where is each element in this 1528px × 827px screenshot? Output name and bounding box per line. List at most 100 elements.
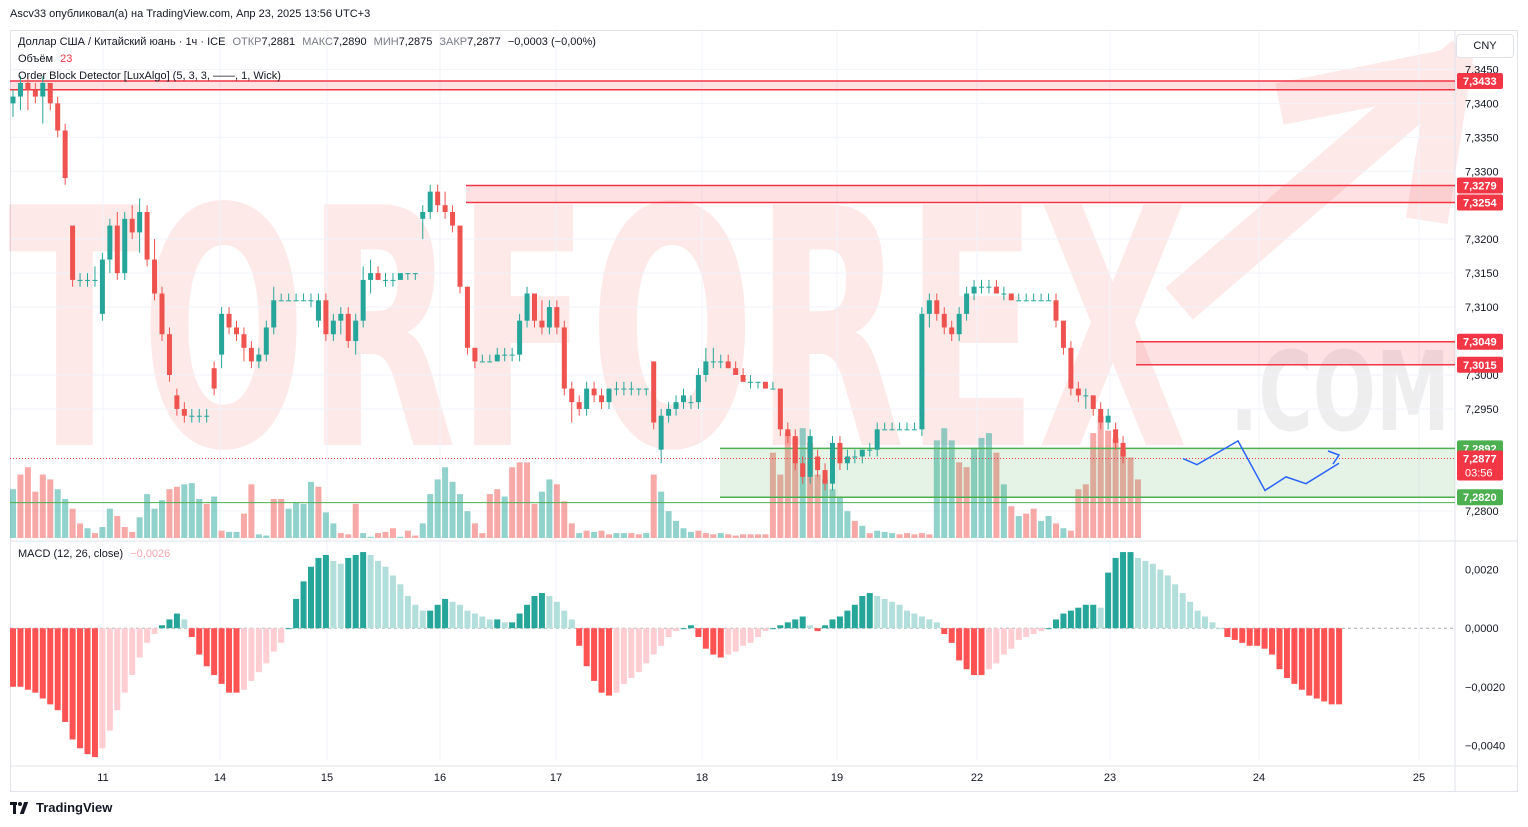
macd-histogram-bar <box>69 628 76 740</box>
candle-body <box>1031 300 1037 302</box>
volume-bar <box>1120 450 1127 538</box>
macd-histogram-bar <box>702 628 709 649</box>
indicator-title[interactable]: Order Block Detector [LuxAlgo] (5, 3, 3,… <box>18 70 281 82</box>
price-tick-label: 7,3350 <box>1465 132 1499 144</box>
macd-histogram-bar <box>203 628 210 667</box>
candle-body <box>1090 395 1096 409</box>
volume-bar <box>389 528 396 538</box>
macd-histogram-bar <box>308 566 314 629</box>
macd-histogram-bar <box>1015 628 1022 640</box>
volume-bar <box>673 520 680 538</box>
macd-histogram-bar <box>881 598 888 629</box>
currency-button[interactable]: CNY <box>1456 34 1514 58</box>
macd-histogram-bar <box>1142 560 1149 629</box>
footer-brand-name: TradingView <box>36 800 113 815</box>
macd-histogram-bar <box>1127 552 1134 629</box>
macd-histogram-bar <box>971 628 978 676</box>
volume-label[interactable]: Объём <box>18 53 54 65</box>
macd-histogram-bar <box>501 622 508 629</box>
high-label: МАКС <box>302 36 333 48</box>
volume-bar <box>1008 506 1015 538</box>
symbol-title[interactable]: Доллар США / Китайский юань · 1ч · ICE <box>18 36 226 48</box>
order-block-zone <box>466 185 1455 203</box>
close-label: ЗАКР <box>439 36 468 48</box>
macd-histogram-bar <box>658 628 665 646</box>
volume-bar <box>1105 430 1112 538</box>
candle-body <box>442 205 448 213</box>
time-tick-label: 14 <box>214 772 226 784</box>
macd-histogram-bar <box>963 628 970 670</box>
candle-body <box>688 402 694 404</box>
candle-body <box>55 103 61 131</box>
macd-histogram-bar <box>233 628 240 693</box>
volume-bar <box>1053 523 1059 538</box>
macd-histogram-bar <box>330 560 337 629</box>
order-block-price-label: 7,3433 <box>1463 76 1497 88</box>
candle-body <box>532 293 537 321</box>
candle-body <box>762 381 768 389</box>
candle-body <box>211 368 217 389</box>
order-block-price-label-bg <box>1457 333 1503 350</box>
indicator-legend: Order Block Detector [LuxAlgo] (5, 3, 3,… <box>18 70 285 82</box>
volume-bar <box>181 484 188 538</box>
macd-histogram-bar <box>166 619 173 629</box>
candle-body <box>315 300 321 321</box>
volume-bar <box>144 494 151 538</box>
macd-histogram-bar <box>1134 557 1141 629</box>
volume-bar <box>516 462 523 538</box>
volume-bar <box>650 474 657 538</box>
candle-body <box>293 300 299 302</box>
macd-histogram-bar <box>248 628 255 681</box>
candle-body <box>621 388 627 390</box>
candle-body <box>979 286 984 288</box>
volume-bar <box>583 530 590 538</box>
macd-histogram-bar <box>121 628 128 693</box>
candle-body <box>941 313 947 328</box>
price-tick-label: 7,3150 <box>1465 268 1499 280</box>
candle-body <box>427 191 433 213</box>
candle-body <box>487 361 493 363</box>
macd-histogram-bar <box>315 557 322 629</box>
volume-bar <box>665 511 672 538</box>
candle-body <box>911 429 917 431</box>
volume-bar <box>1023 513 1030 538</box>
volume-bar <box>54 489 61 538</box>
candle-body <box>375 273 381 280</box>
macd-title[interactable]: MACD (12, 26, close) <box>18 548 124 560</box>
volume-bar <box>166 489 173 538</box>
macd-histogram-bar <box>196 628 203 655</box>
candle-body <box>70 225 76 280</box>
macd-histogram-bar <box>1157 569 1164 629</box>
candle-body <box>666 408 672 416</box>
macd-histogram-bar <box>471 613 478 629</box>
macd-histogram-bar <box>1172 584 1179 629</box>
macd-histogram-bar <box>851 604 858 629</box>
volume-bar <box>695 530 702 538</box>
chart-frame[interactable] <box>10 30 1518 792</box>
volume-bar <box>933 440 940 538</box>
volume-bar <box>330 523 337 538</box>
time-tick-label: 24 <box>1253 772 1265 784</box>
volume-bar <box>106 508 113 538</box>
volume-bar <box>1134 479 1141 538</box>
volume-bar <box>69 508 76 538</box>
volume-bar <box>397 536 404 538</box>
candle-body <box>815 456 821 471</box>
macd-histogram-bar <box>516 613 523 629</box>
volume-bar <box>874 530 881 538</box>
macd-histogram-bar <box>91 628 98 758</box>
price-tick-label: 7,3400 <box>1465 98 1499 110</box>
volume-bar <box>896 534 903 538</box>
candle-body <box>107 225 113 260</box>
macd-histogram-bar <box>389 575 396 629</box>
candle-body <box>435 191 441 206</box>
macd-histogram-bar <box>725 628 732 655</box>
macd-histogram-bar <box>375 560 382 629</box>
macd-histogram-bar <box>54 628 61 711</box>
macd-histogram-bar <box>874 596 881 629</box>
macd-histogram-bar <box>159 625 165 629</box>
macd-histogram-bar <box>464 610 471 629</box>
macd-histogram-bar <box>673 628 680 632</box>
volume-bar <box>1112 437 1119 538</box>
